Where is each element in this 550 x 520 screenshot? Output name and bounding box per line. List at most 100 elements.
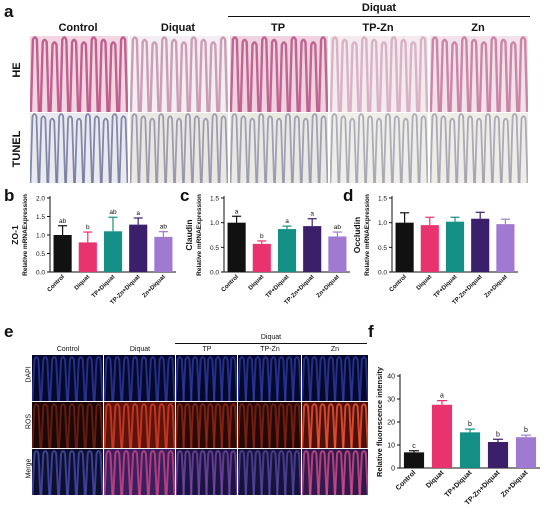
category-label: TP+Diquat — [265, 274, 290, 299]
category-label: TP+Diquat — [444, 469, 474, 499]
he-image-0 — [30, 36, 128, 112]
panel-e-col-zn: Zn — [330, 346, 340, 353]
category-label: Diquat — [425, 469, 446, 490]
significance-label: ab — [160, 224, 168, 231]
significance-label: ab — [334, 224, 342, 231]
bar — [496, 224, 515, 272]
y-tick-label: 1.5 — [36, 214, 45, 221]
bar — [154, 236, 173, 272]
category-label: TP+Diquat — [433, 274, 458, 299]
y-tick-label: 0 — [391, 466, 395, 473]
significance-label: c — [412, 443, 416, 450]
merge-image-0 — [32, 449, 103, 495]
y-tick-label: 0.5 — [36, 251, 45, 258]
tunel-image-2 — [230, 113, 328, 183]
ros-image-0 — [32, 402, 103, 448]
bar — [445, 221, 465, 272]
category-label: Control — [47, 274, 67, 294]
merge-image-2 — [176, 449, 237, 495]
panel-letter-c: c — [180, 186, 190, 205]
y-tick-label: 0.5 — [378, 245, 387, 252]
bar — [103, 231, 123, 272]
he-image-2 — [230, 36, 328, 112]
bar — [328, 236, 347, 272]
panel-e-group-header: Diquat — [260, 334, 282, 341]
category-label: Zn+Diquat — [316, 274, 341, 299]
panel-e-col-tp: TP — [202, 346, 212, 353]
bar — [515, 437, 537, 468]
bar — [420, 225, 439, 272]
y-axis-label: Relative mRNAExpression — [196, 194, 203, 276]
chart-title: Occludin — [352, 217, 362, 253]
y-tick-label: 1.0 — [210, 220, 219, 227]
category-label: Zn+Diquat — [500, 469, 530, 499]
significance-label: b — [260, 233, 264, 240]
significance-label: a — [235, 208, 239, 215]
panel-e-col-diquat: Diquat — [129, 346, 151, 353]
significance-label: ab — [59, 218, 67, 225]
panel-e-col-tp-zn: TP-Zn — [260, 346, 280, 353]
category-label: Zn+Diquat — [484, 274, 509, 299]
significance-label: b — [86, 224, 90, 231]
y-tick-label: 1.5 — [378, 196, 387, 203]
panel-letter-f: f — [368, 322, 374, 341]
y-axis-label: Relative fluorescence intensity — [375, 366, 384, 477]
dapi-image-0 — [32, 355, 103, 401]
bar — [129, 224, 148, 272]
ros-image-1 — [104, 402, 175, 448]
y-axis-label: Relative mRNAExpression — [364, 194, 371, 276]
panel-a-group-line — [228, 16, 530, 17]
y-tick-label: 10 — [387, 443, 395, 450]
panel-letter-a: a — [4, 2, 14, 21]
chart-c-claudin: 0.0 0.5 1.0 1.5 Claudin Relative mRNAExpressi… — [184, 194, 350, 306]
ros-image-2 — [176, 402, 237, 448]
dapi-image-3 — [238, 355, 301, 401]
y-axis-label: Relative mRNAExpression — [22, 194, 29, 276]
category-label: Diquat — [74, 274, 91, 291]
y-tick-label: 0.0 — [36, 270, 45, 277]
y-tick-label: 0.0 — [378, 270, 387, 277]
significance-label: a — [310, 211, 314, 218]
bar — [252, 243, 271, 272]
category-label: Diquat — [248, 274, 265, 291]
he-image-3 — [330, 36, 428, 112]
category-label: TP+Diquat — [91, 274, 116, 299]
y-tick-label: 1.0 — [378, 220, 387, 227]
panel-a-col-diquat: Diquat — [160, 22, 196, 34]
significance-label: a — [136, 210, 140, 217]
bar — [487, 442, 509, 468]
y-tick-label: 30 — [387, 397, 395, 404]
bar — [227, 222, 246, 272]
category-label: Control — [389, 274, 409, 294]
panel-a-col-control: Control — [58, 22, 98, 34]
bar — [403, 452, 425, 468]
chart-title: ZO-1 — [10, 225, 20, 245]
y-tick-label: 2.0 — [36, 196, 45, 203]
panel-a-row-tunel: TUNEL — [11, 130, 23, 168]
panel-a-col-zn: Zn — [471, 22, 485, 34]
significance-label: b — [468, 421, 472, 428]
panel-letter-d: d — [343, 186, 354, 205]
bar — [471, 218, 490, 272]
bar — [395, 222, 414, 272]
panel-a-group-header: Diquat — [361, 2, 397, 14]
bar — [459, 432, 481, 468]
significance-label: ab — [109, 209, 117, 216]
bar — [53, 235, 72, 272]
y-tick-label: 0.5 — [210, 245, 219, 252]
category-label: Control — [221, 274, 241, 294]
bar — [78, 242, 97, 272]
dapi-image-1 — [104, 355, 175, 401]
tunel-image-4 — [430, 113, 528, 183]
merge-image-4 — [302, 449, 368, 495]
significance-label: b — [496, 431, 500, 438]
panel-e-col-control: Control — [56, 346, 80, 353]
he-image-1 — [130, 36, 228, 112]
dapi-image-4 — [302, 355, 368, 401]
y-tick-label: 1.0 — [36, 233, 45, 240]
category-label: Control — [395, 469, 418, 492]
chart-title: Claudin — [184, 219, 194, 250]
y-tick-label: 20 — [387, 420, 395, 427]
panel-letter-b: b — [4, 186, 15, 205]
bar — [303, 226, 322, 272]
